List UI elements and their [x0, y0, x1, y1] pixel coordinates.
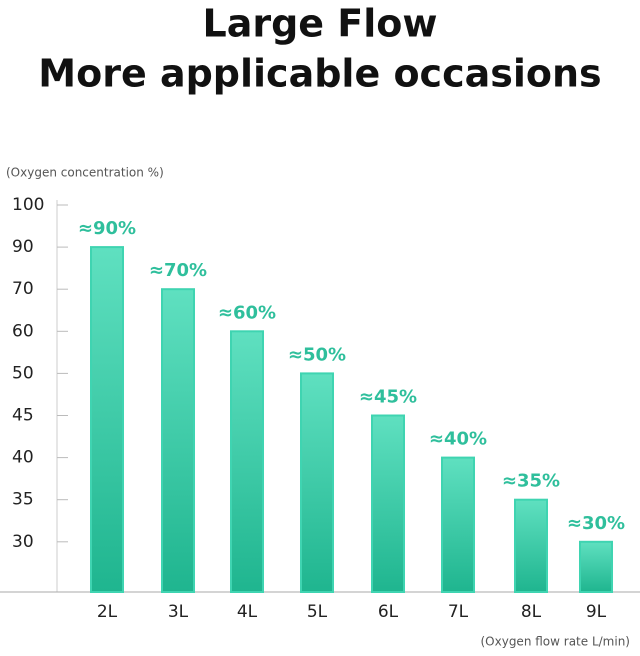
y-tick-label: 35 — [12, 490, 34, 510]
y-axis-label: (Oxygen concentration %) — [6, 166, 164, 180]
bar — [371, 414, 405, 593]
x-tick-label: 8L — [521, 602, 542, 622]
value-label: ≈60% — [218, 302, 276, 323]
bar — [514, 498, 548, 594]
x-tick-label: 9L — [586, 602, 607, 622]
x-tick-label: 6L — [378, 602, 399, 622]
bar — [300, 372, 334, 593]
value-label: ≈35% — [502, 471, 560, 492]
bar — [90, 246, 124, 593]
value-label: ≈50% — [288, 344, 346, 365]
y-tick-label: 90 — [12, 237, 34, 257]
x-tick-label: 3L — [168, 602, 189, 622]
y-tick-label: 40 — [12, 448, 34, 468]
chart-subtitle: More applicable occasions — [38, 52, 601, 96]
value-label: ≈45% — [359, 387, 417, 408]
x-tick-label: 2L — [97, 602, 118, 622]
bar — [230, 330, 264, 593]
value-label: ≈70% — [149, 260, 207, 281]
x-tick-label: 7L — [448, 602, 469, 622]
bar — [441, 456, 475, 593]
y-tick-label: 30 — [12, 532, 34, 552]
bar — [579, 540, 613, 593]
y-tick-label: 45 — [12, 406, 34, 426]
bar — [161, 288, 195, 593]
value-label: ≈40% — [429, 429, 487, 450]
value-label: ≈90% — [78, 218, 136, 239]
y-tick-label: 60 — [12, 321, 34, 341]
y-tick-label: 100 — [12, 195, 44, 215]
x-axis-label: (Oxygen flow rate L/min) — [480, 635, 630, 649]
value-label: ≈30% — [567, 513, 625, 534]
y-tick-label: 70 — [12, 279, 34, 299]
x-tick-label: 5L — [307, 602, 328, 622]
chart-title: Large Flow — [203, 2, 438, 46]
y-tick-label: 50 — [12, 363, 34, 383]
x-tick-label: 4L — [237, 602, 258, 622]
